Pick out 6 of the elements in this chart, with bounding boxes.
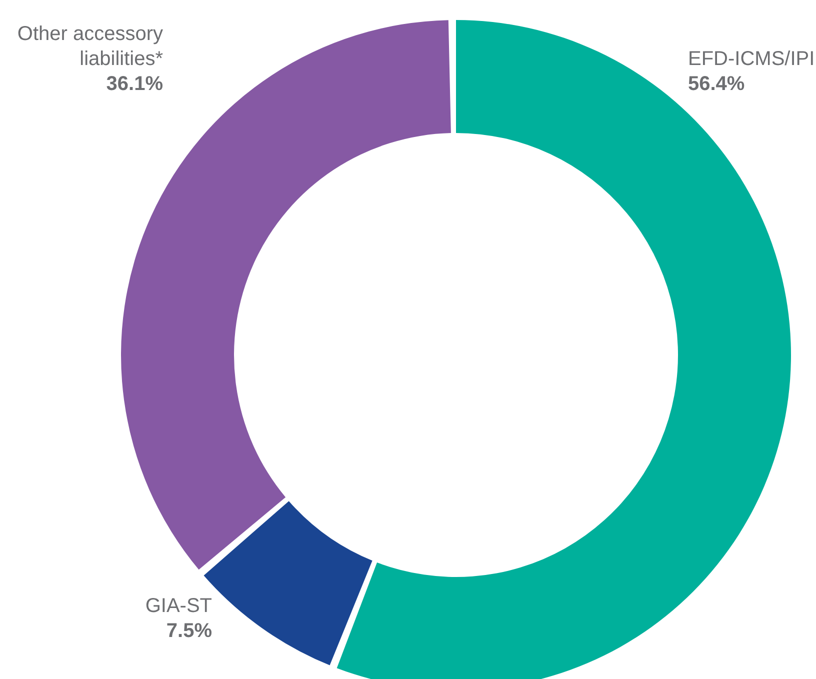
data-label: 56.4%	[688, 73, 745, 95]
data-label: 7.5%	[166, 620, 212, 642]
slice-label: EFD-ICMS/IPI	[688, 48, 815, 70]
data-label: 36.1%	[106, 73, 164, 95]
slice-label: GIA-ST	[145, 595, 212, 617]
slice-label: Other accessory liabilities*	[17, 23, 164, 70]
